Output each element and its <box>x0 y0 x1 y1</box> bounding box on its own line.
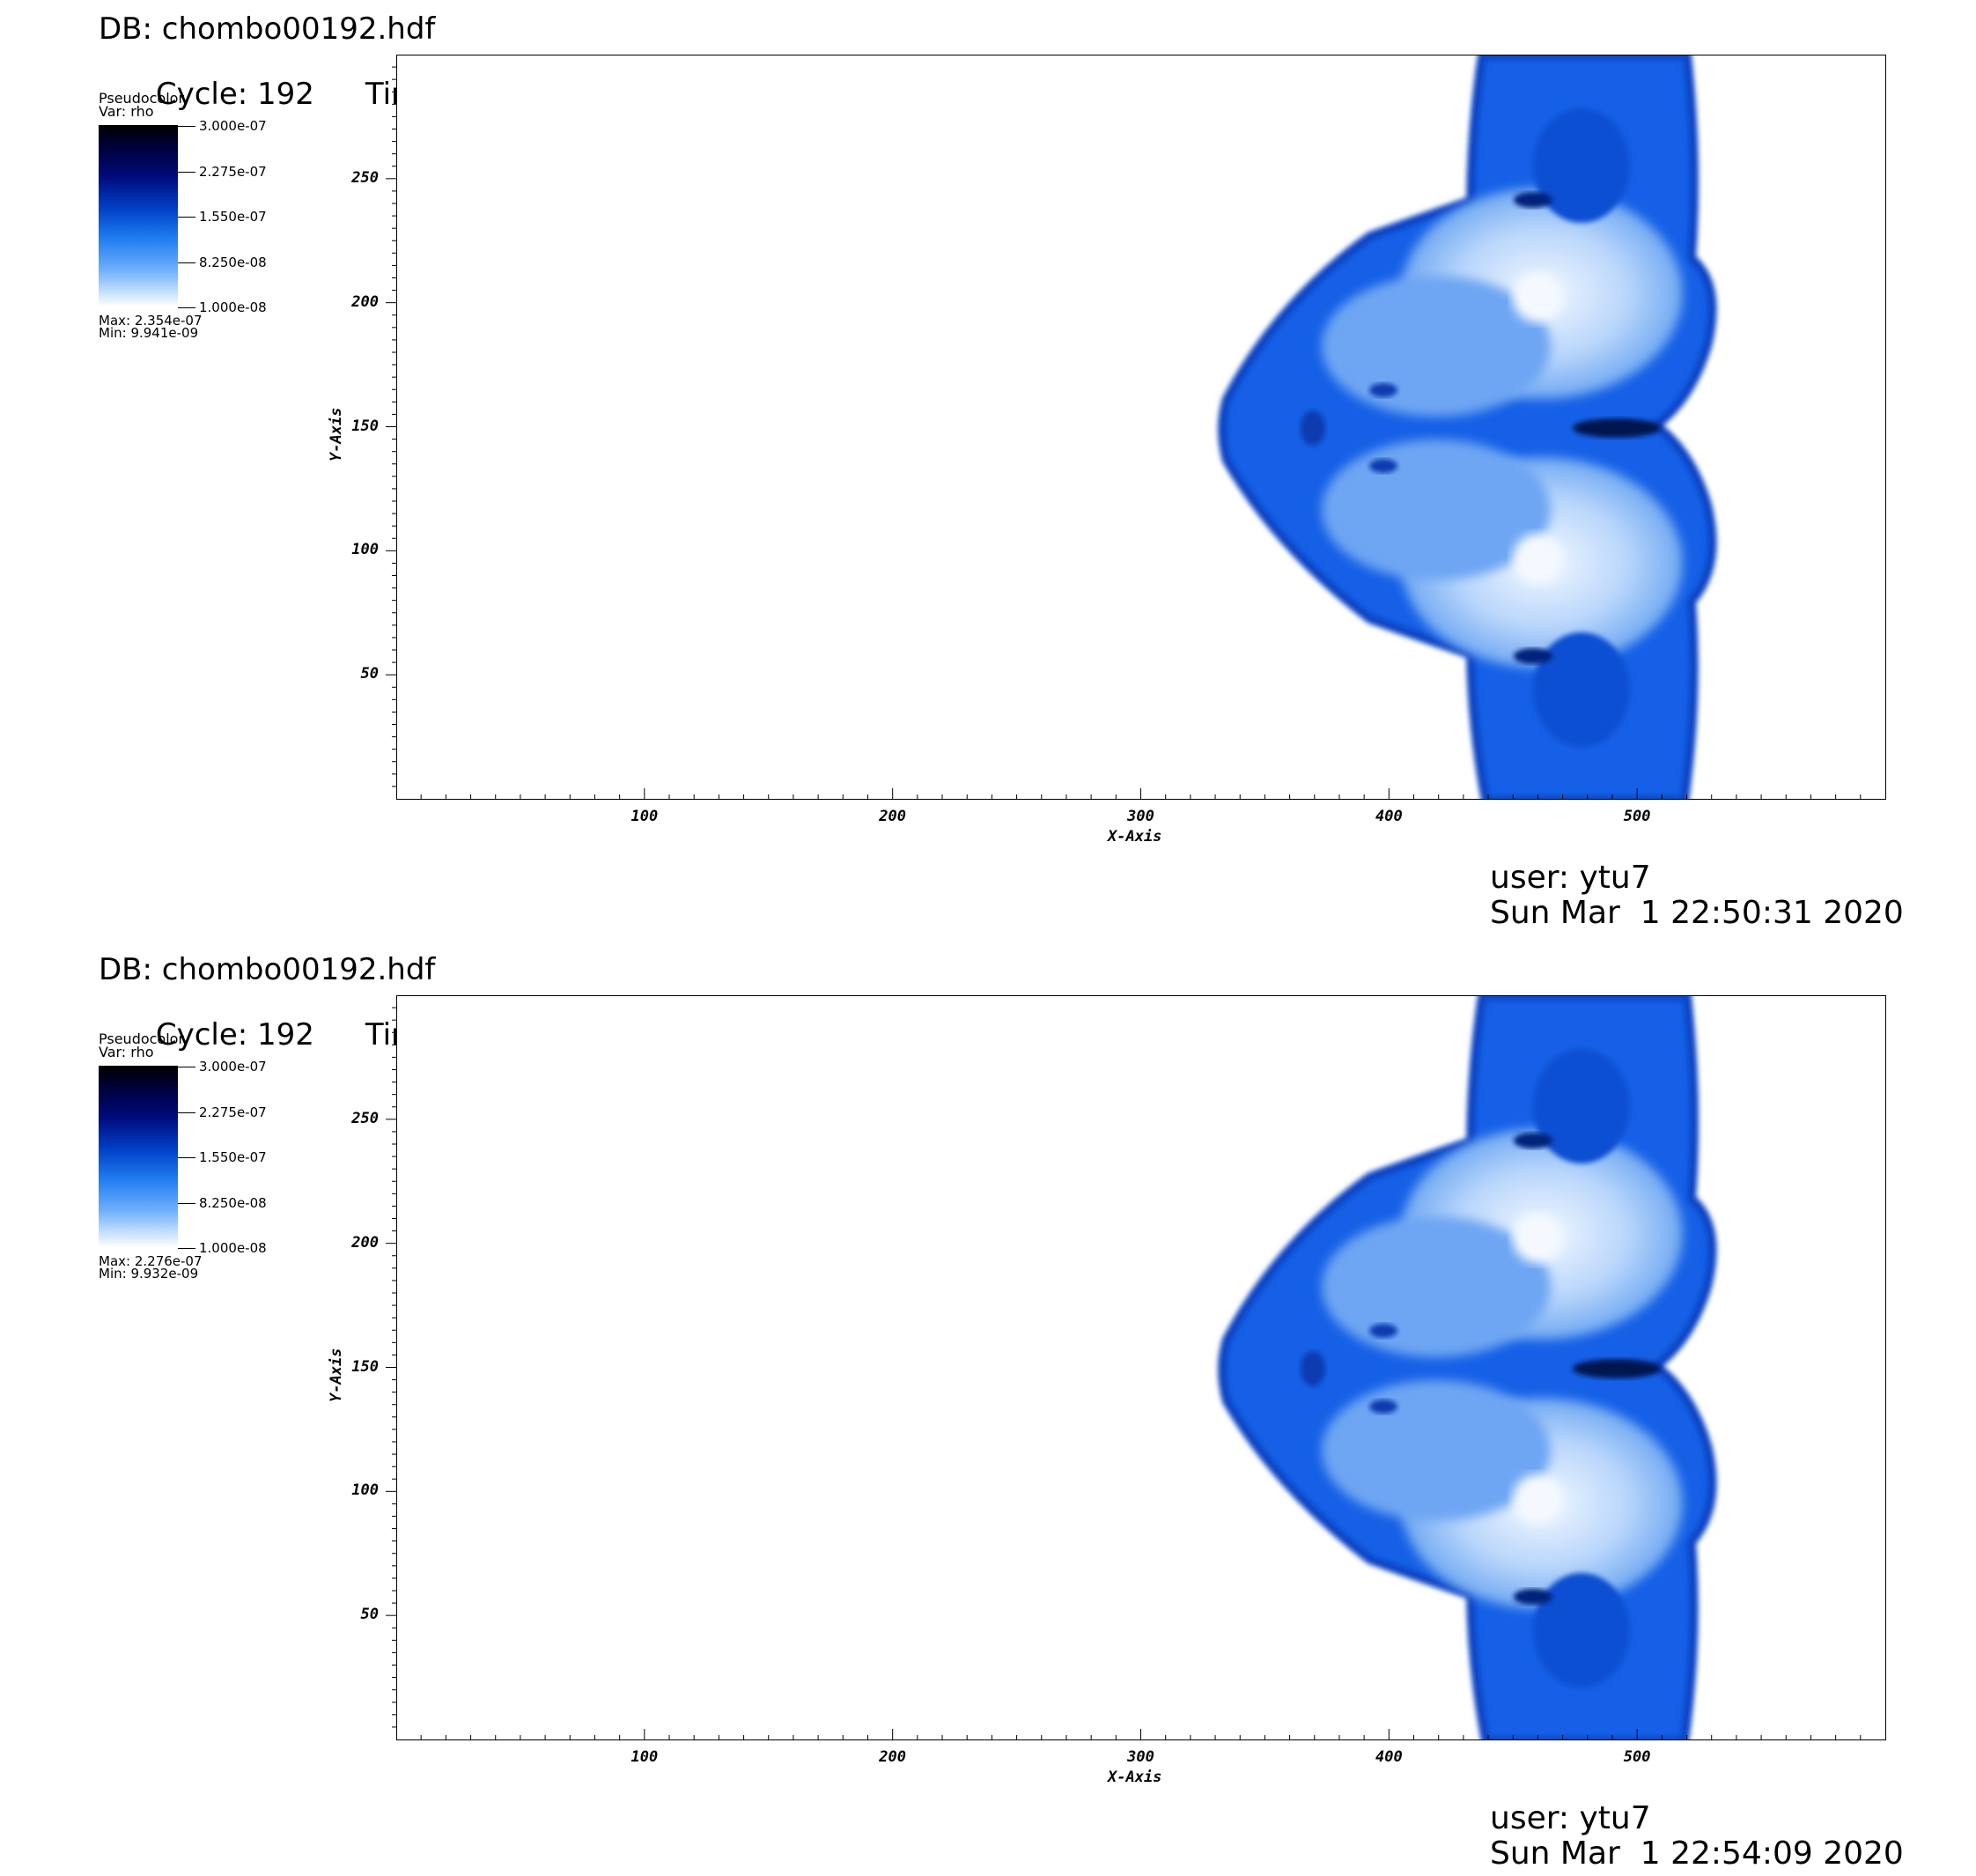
colorbar-tick-label: 1.000e-08 <box>199 1240 267 1256</box>
colorbar-tick-label: 2.275e-07 <box>199 1104 267 1120</box>
legend-maxmin: Max: 2.354e-07 Min: 9.941e-09 <box>99 313 203 341</box>
x-tick-label: 500 <box>1623 1748 1651 1766</box>
legend-min: Min: 9.932e-09 <box>99 1266 199 1281</box>
colorbar-tick <box>178 1157 195 1158</box>
density-field <box>1218 55 1717 799</box>
y-tick-label: 250 <box>351 168 379 187</box>
database-label: DB: chombo00192.hdf <box>99 952 436 987</box>
colorbar-tick <box>178 171 195 173</box>
colorbar-tick-label: 1.550e-07 <box>199 209 267 225</box>
user-label: user: ytu7 <box>1490 860 1651 896</box>
database-label: DB: chombo00192.hdf <box>99 11 436 47</box>
cycle-label: Cycle: 192 <box>155 77 314 112</box>
x-axis-title: X-Axis <box>1108 1769 1162 1786</box>
y-tick-label: 150 <box>351 1357 379 1376</box>
y-axis-title: Y-Axis <box>328 1348 345 1402</box>
colorbar-tick-label: 8.250e-08 <box>199 254 267 270</box>
plot-viewport[interactable] <box>396 995 1886 1740</box>
legend-min: Min: 9.941e-09 <box>99 325 199 341</box>
legend-plot-type: Pseudocolor <box>99 1030 185 1047</box>
colorbar-tick <box>178 307 195 308</box>
colorbar-tick <box>178 262 195 263</box>
x-tick-label: 400 <box>1375 1748 1403 1766</box>
x-tick-label: 200 <box>879 808 907 825</box>
x-tick-label: 100 <box>630 1748 659 1766</box>
x-tick-label: 200 <box>879 1748 907 1766</box>
colorbar-tick <box>178 126 195 127</box>
user-label: user: ytu7 <box>1490 1800 1651 1836</box>
colorbar-tick-label: 8.250e-08 <box>199 1194 267 1211</box>
cycle-label: Cycle: 192 <box>155 1017 314 1052</box>
x-tick-label: 400 <box>1375 808 1403 825</box>
legend-maxmin: Max: 2.276e-07 Min: 9.932e-09 <box>99 1253 203 1281</box>
colorbar-tick-label: 1.550e-07 <box>199 1149 267 1165</box>
legend-var: Var: rho <box>99 103 154 120</box>
colorbar-tick-label: 3.000e-07 <box>199 118 267 134</box>
axis-ticks <box>386 1007 1862 1739</box>
y-tick-label: 200 <box>351 292 379 311</box>
colorbar-tick-label: 1.000e-08 <box>199 299 267 315</box>
legend-max: Max: 2.276e-07 <box>99 1253 203 1269</box>
date-label: Sun Mar 1 22:50:31 2020 <box>1490 895 1904 931</box>
axis-ticks <box>386 66 1862 799</box>
colorbar-tick <box>178 1248 195 1249</box>
y-tick-label: 200 <box>351 1233 379 1252</box>
legend-title: Pseudocolor Var: rho <box>99 1030 185 1060</box>
legend-var: Var: rho <box>99 1044 154 1060</box>
colorbar-tick-label: 3.000e-07 <box>199 1059 267 1075</box>
density-field <box>1218 996 1717 1739</box>
colorbar-tick <box>178 1112 195 1113</box>
y-tick-label: 50 <box>360 1606 379 1624</box>
y-tick-label: 250 <box>351 1109 379 1127</box>
colorbar-tick <box>178 217 195 218</box>
x-tick-label: 500 <box>1623 808 1651 825</box>
colorbar <box>99 1066 178 1247</box>
visit-window-1: DB: chombo00192.hdf Cycle: 192Time:9.6e-… <box>0 0 1976 935</box>
legend-plot-type: Pseudocolor <box>99 90 185 107</box>
date-label: Sun Mar 1 22:54:09 2020 <box>1490 1835 1904 1872</box>
x-tick-label: 100 <box>630 808 659 825</box>
y-tick-label: 150 <box>351 417 379 435</box>
plot-viewport[interactable] <box>396 55 1886 800</box>
legend-max: Max: 2.354e-07 <box>99 313 203 329</box>
y-tick-label: 100 <box>351 541 379 559</box>
x-tick-label: 300 <box>1127 1748 1154 1766</box>
legend-title: Pseudocolor Var: rho <box>99 90 185 120</box>
y-axis-title: Y-Axis <box>328 407 345 462</box>
colorbar-tick <box>178 1202 195 1204</box>
x-tick-label: 300 <box>1127 808 1154 825</box>
y-tick-label: 50 <box>360 665 379 683</box>
visit-window-2: DB: chombo00192.hdf Cycle: 192Time:9.6e-… <box>0 941 1976 1876</box>
colorbar <box>99 125 178 307</box>
colorbar-tick-label: 2.275e-07 <box>199 163 267 180</box>
x-axis-title: X-Axis <box>1108 828 1162 846</box>
y-tick-label: 100 <box>351 1481 379 1500</box>
